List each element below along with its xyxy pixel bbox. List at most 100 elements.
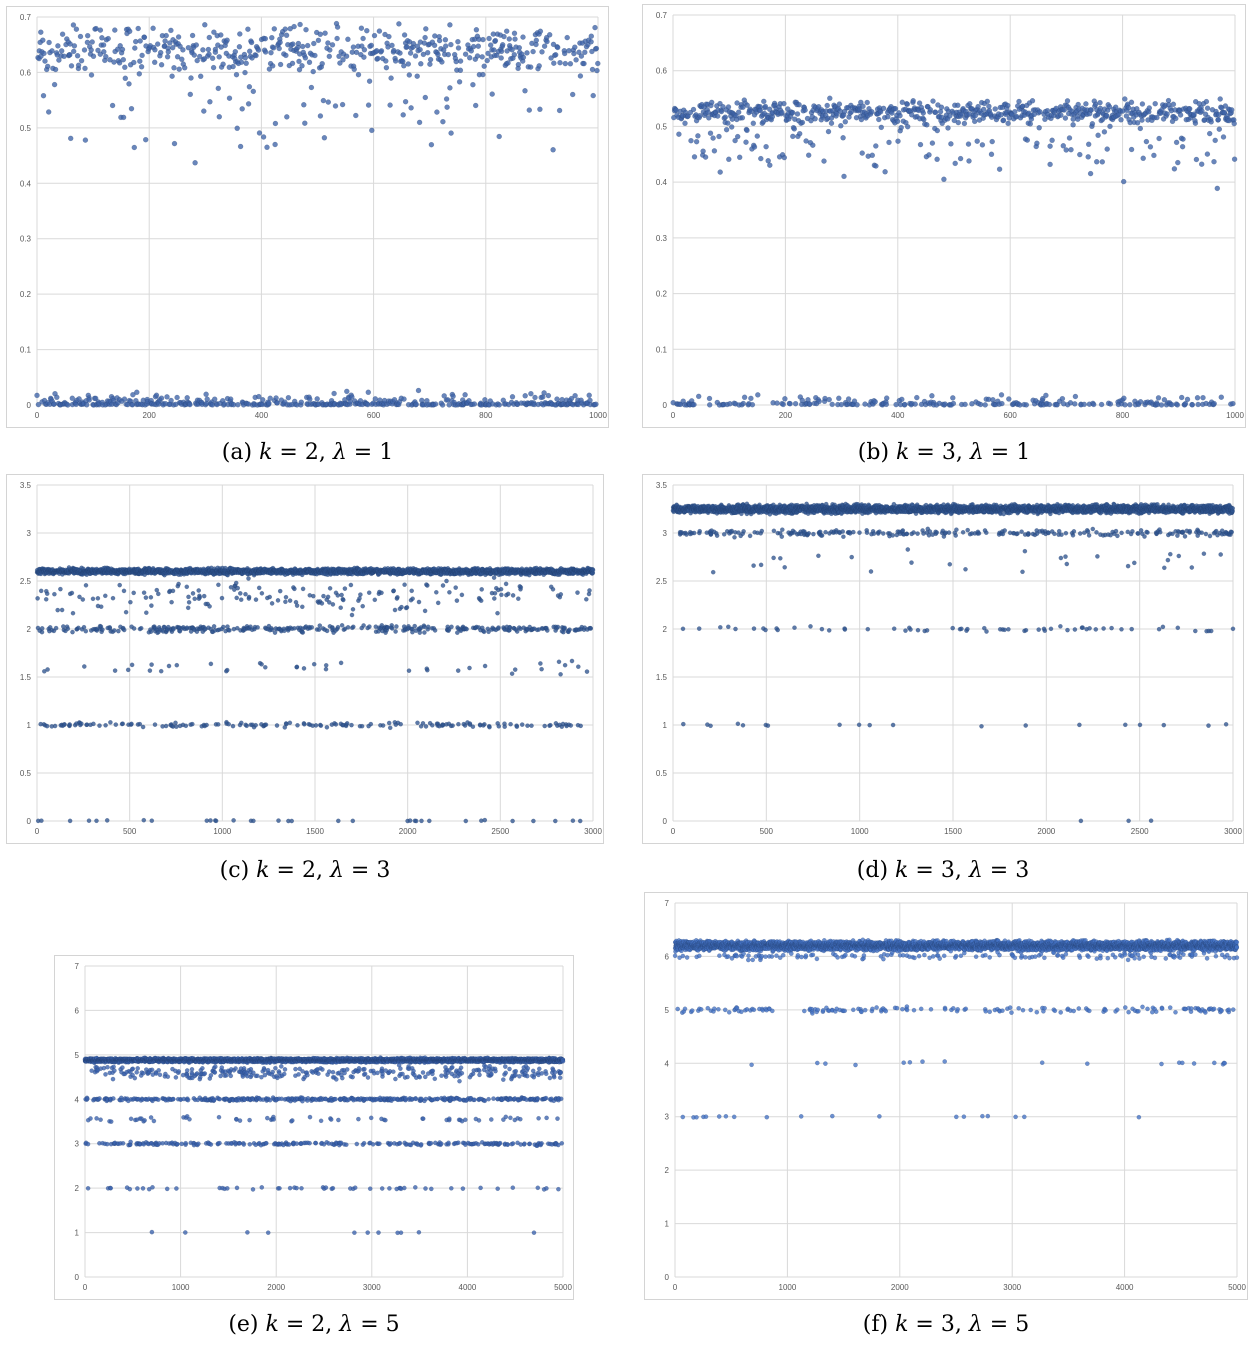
- data-point: [967, 101, 973, 107]
- data-point: [702, 154, 709, 160]
- data-point: [782, 396, 788, 402]
- data-point: [1005, 102, 1011, 109]
- data-point: [728, 124, 735, 130]
- data-point: [816, 398, 822, 405]
- data-point: [706, 395, 713, 402]
- data-point: [235, 401, 241, 408]
- data-point: [474, 53, 481, 59]
- data-point: [349, 722, 354, 728]
- data-point: [137, 58, 143, 64]
- data-point: [207, 99, 213, 105]
- data-point: [1063, 147, 1069, 153]
- data-point: [299, 63, 305, 69]
- data-point: [406, 668, 412, 674]
- data-point: [538, 661, 543, 666]
- data-point: [829, 401, 835, 408]
- data-point: [842, 119, 849, 125]
- data-point: [260, 134, 267, 140]
- data-point: [588, 39, 594, 45]
- data-point: [378, 48, 385, 54]
- data-point: [184, 395, 190, 401]
- data-point: [582, 49, 588, 56]
- data-point: [372, 396, 379, 402]
- data-point: [170, 588, 176, 594]
- caption-k-value: 2: [304, 440, 319, 465]
- data-point: [961, 120, 968, 127]
- data-point: [319, 601, 325, 606]
- data-point: [885, 114, 891, 120]
- data-point: [249, 55, 255, 61]
- data-point: [122, 64, 128, 71]
- data-point: [757, 107, 764, 114]
- data-point: [297, 21, 303, 28]
- data-point: [256, 585, 262, 591]
- data-point: [326, 53, 333, 60]
- data-point: [120, 56, 127, 63]
- data-point: [878, 124, 885, 131]
- data-point: [873, 143, 879, 149]
- data-point: [499, 42, 506, 48]
- data-point: [211, 29, 217, 35]
- data-point: [1217, 96, 1223, 102]
- data-point: [149, 818, 155, 824]
- data-point: [741, 394, 748, 401]
- data-point: [751, 144, 758, 150]
- data-point: [1083, 101, 1089, 107]
- x-tick-label: 200: [143, 411, 157, 420]
- data-point: [904, 123, 911, 130]
- data-point: [541, 390, 547, 396]
- data-point: [255, 625, 260, 630]
- data-point: [471, 401, 478, 407]
- data-point: [1098, 401, 1105, 408]
- data-point: [84, 32, 91, 39]
- data-point: [457, 67, 464, 74]
- data-point: [1120, 178, 1127, 185]
- data-point: [796, 101, 802, 108]
- data-point: [153, 392, 160, 399]
- data-point: [302, 55, 309, 61]
- data-point: [317, 113, 324, 119]
- data-point: [113, 722, 119, 727]
- data-point: [514, 724, 520, 730]
- data-point: [892, 105, 899, 112]
- data-point: [562, 662, 568, 668]
- data-point: [169, 44, 176, 51]
- data-point: [169, 599, 174, 605]
- data-point: [383, 58, 389, 64]
- data-point: [498, 586, 504, 592]
- data-point: [790, 133, 796, 140]
- data-point: [1087, 170, 1094, 177]
- data-point: [166, 663, 172, 669]
- data-point: [717, 169, 723, 175]
- data-point: [349, 394, 355, 400]
- data-points: [34, 565, 596, 824]
- y-tick-label: 0.4: [20, 179, 32, 188]
- data-point: [1211, 158, 1217, 165]
- data-point: [134, 389, 140, 396]
- data-point: [1218, 394, 1225, 400]
- y-tick-label: 0.5: [656, 122, 668, 131]
- data-point: [977, 401, 984, 408]
- data-point: [479, 587, 485, 592]
- data-point: [442, 43, 449, 49]
- data-point: [998, 392, 1005, 398]
- data-point: [395, 594, 400, 600]
- data-point: [58, 586, 63, 592]
- data-point: [349, 612, 355, 618]
- data-point: [858, 99, 864, 106]
- data-point: [187, 401, 193, 408]
- data-point: [167, 40, 173, 46]
- data-point: [522, 393, 528, 399]
- data-point: [706, 402, 713, 408]
- data-point: [1171, 166, 1178, 172]
- data-point: [512, 36, 518, 42]
- data-point: [962, 401, 968, 408]
- data-point: [396, 21, 402, 27]
- data-point: [321, 593, 326, 599]
- data-point: [447, 85, 453, 91]
- data-point: [1046, 401, 1053, 408]
- data-point: [49, 48, 55, 54]
- data-point: [256, 393, 262, 400]
- data-point: [456, 721, 461, 727]
- data-point: [529, 723, 534, 729]
